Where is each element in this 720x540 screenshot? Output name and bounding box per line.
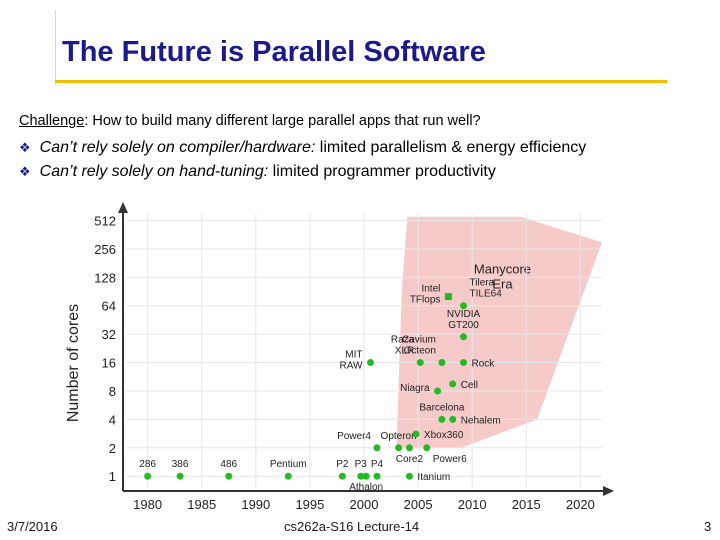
data-point — [373, 444, 381, 452]
data-point-label: TILE64 — [470, 289, 503, 300]
bullet-2: ❖ Can’t rely solely on hand-tuning: limit… — [19, 163, 496, 181]
data-point-label: Intel — [421, 284, 440, 295]
y-tick-label: 1 — [109, 469, 116, 484]
x-tick-label: 2010 — [458, 497, 487, 512]
y-tick-label: 32 — [102, 327, 116, 342]
data-point — [144, 472, 152, 480]
x-axis-arrow — [603, 486, 614, 496]
x-tick-label: 1985 — [187, 497, 216, 512]
data-point-label: Raza — [391, 335, 415, 346]
data-point-label: TFlops — [410, 295, 441, 306]
data-point — [373, 472, 381, 480]
data-point-label: Barcelona — [419, 402, 464, 413]
data-point-label: P3 — [355, 459, 368, 470]
data-point-label: P2 — [336, 459, 349, 470]
data-point — [176, 472, 184, 480]
data-point-label: Nehalem — [461, 415, 501, 426]
data-point — [225, 472, 233, 480]
data-point — [416, 359, 424, 367]
data-point — [338, 472, 346, 480]
challenge-label: Challenge — [19, 113, 85, 129]
data-point-label: GT200 — [448, 320, 479, 331]
x-tick-label: 1980 — [133, 497, 162, 512]
bullet-1-italic: Can’t rely solely on compiler/hardware: — [39, 139, 316, 156]
data-point — [357, 472, 365, 480]
data-point-label: Octeon — [404, 346, 436, 357]
bullet-2-italic: Can’t rely solely on hand-tuning: — [39, 163, 269, 180]
data-point-label: Opteron — [381, 431, 417, 442]
footer-course: cs262a-S16 Lecture-14 — [284, 519, 420, 534]
y-tick-label: 2 — [109, 441, 116, 456]
x-tick-label: 2005 — [404, 497, 433, 512]
data-point-label: NVIDIA — [447, 309, 481, 320]
y-tick-label: 256 — [94, 242, 116, 257]
data-point-label: Tilera — [470, 278, 495, 289]
x-tick-label: 1990 — [241, 497, 270, 512]
data-point — [438, 415, 446, 423]
title-underline — [55, 80, 667, 83]
y-axis-arrow — [118, 202, 128, 213]
y-tick-label: 8 — [109, 384, 116, 399]
data-point — [449, 380, 457, 388]
manycore-region-label: Manycore — [474, 262, 531, 277]
footer-date: 3/7/2016 — [7, 519, 58, 534]
data-point — [412, 430, 420, 438]
x-tick-label: 1995 — [295, 497, 324, 512]
x-tick-label: 2015 — [512, 497, 541, 512]
data-point-label: 486 — [220, 459, 237, 470]
manycore-region-label: Era — [492, 277, 513, 292]
data-point-label: Athalon — [349, 482, 383, 493]
x-tick-label: 2020 — [566, 497, 595, 512]
data-point-label: Itanium — [417, 472, 450, 483]
data-point-label: Power6 — [433, 454, 467, 465]
data-point-label: Pentium — [270, 459, 307, 470]
data-point — [366, 359, 374, 367]
data-point-label: Cavium — [402, 335, 436, 346]
data-point-label: Power4 — [337, 431, 371, 442]
title-rule-vertical — [55, 10, 56, 85]
y-tick-label: 128 — [94, 270, 116, 285]
y-tick-label: 16 — [102, 356, 116, 371]
manycore-region — [396, 216, 602, 448]
data-point-label: Cell — [461, 380, 478, 391]
data-point — [362, 472, 370, 480]
x-tick-label: 2000 — [350, 497, 379, 512]
data-point — [449, 415, 457, 423]
data-point — [460, 333, 468, 341]
y-tick-label: 512 — [94, 214, 116, 229]
data-point — [444, 293, 452, 301]
diamond-bullet-icon: ❖ — [19, 164, 31, 179]
y-tick-label: 64 — [102, 299, 116, 314]
data-point — [460, 302, 468, 310]
slide-title: The Future is Parallel Software — [62, 36, 486, 68]
data-point — [423, 444, 431, 452]
data-point-label: Rock — [472, 359, 496, 370]
data-point — [395, 444, 403, 452]
data-point — [284, 472, 292, 480]
data-point-label: Niagra — [400, 383, 430, 394]
data-point-label: MIT — [345, 350, 362, 361]
data-point — [405, 472, 413, 480]
y-axis-label: Number of cores — [65, 304, 82, 422]
data-point-label: Xbox360 — [424, 430, 464, 441]
diamond-bullet-icon: ❖ — [19, 140, 31, 155]
data-point-label: XLR — [395, 346, 414, 357]
data-point — [460, 359, 468, 367]
bullet-2-text: limited programmer productivity — [268, 163, 496, 180]
challenge-text: : How to build many different large para… — [84, 113, 481, 129]
data-point — [438, 359, 446, 367]
bullet-1-text: limited parallelism & energy efficiency — [315, 139, 587, 156]
challenge-line: Challenge: How to build many different l… — [19, 113, 481, 129]
data-point-label: 386 — [172, 459, 189, 470]
data-point — [434, 387, 442, 395]
data-point-label: 286 — [139, 459, 156, 470]
footer-page-number: 3 — [704, 519, 712, 534]
data-point-label: P4 — [371, 459, 384, 470]
data-point — [405, 444, 413, 452]
data-point-label: Core2 — [396, 454, 424, 465]
data-point-label: RAW — [340, 361, 364, 372]
bullet-1: ❖ Can’t rely solely on compiler/hardware:… — [19, 139, 586, 157]
y-tick-label: 4 — [109, 412, 116, 427]
